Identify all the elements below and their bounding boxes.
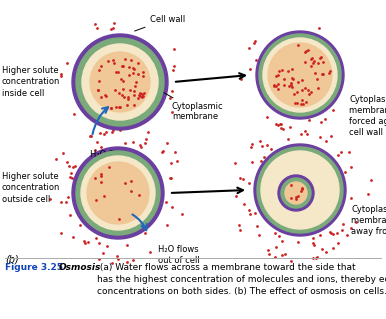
Text: Cytoplasmic
membrane: Cytoplasmic membrane [161, 91, 223, 122]
Circle shape [87, 162, 149, 224]
Circle shape [263, 38, 337, 112]
Text: (b): (b) [5, 255, 19, 265]
Text: Cytoplasmic
membrane is
forced against
cell wall: Cytoplasmic membrane is forced against c… [349, 95, 386, 137]
Circle shape [278, 175, 314, 211]
Circle shape [76, 151, 160, 235]
Circle shape [76, 38, 164, 126]
Text: Osmosis: Osmosis [59, 263, 102, 272]
Circle shape [81, 156, 155, 230]
Text: Higher solute
concentration
outside cell: Higher solute concentration outside cell [2, 172, 60, 204]
Circle shape [261, 151, 339, 229]
Text: (a) Water flows across a membrane toward the side that
has the highest concentra: (a) Water flows across a membrane toward… [97, 263, 386, 296]
Text: Cell wall: Cell wall [135, 14, 185, 31]
Circle shape [259, 34, 341, 116]
Circle shape [254, 144, 346, 236]
Text: Cytoplasmic
membrane pulls
away from cell wall: Cytoplasmic membrane pulls away from cel… [351, 205, 386, 236]
Circle shape [82, 44, 158, 120]
Circle shape [285, 182, 307, 204]
Circle shape [257, 147, 343, 233]
Circle shape [72, 34, 168, 130]
Text: H₂O flows
out of cell: H₂O flows out of cell [158, 245, 200, 265]
Circle shape [268, 43, 332, 107]
Circle shape [90, 52, 150, 112]
Circle shape [281, 178, 311, 208]
Circle shape [72, 147, 164, 239]
Text: Figure 3.25: Figure 3.25 [5, 263, 63, 272]
Text: H₂O flows
into cell: H₂O flows into cell [90, 150, 130, 170]
Text: Higher solute
concentration
inside cell: Higher solute concentration inside cell [2, 66, 60, 98]
Circle shape [256, 31, 344, 119]
